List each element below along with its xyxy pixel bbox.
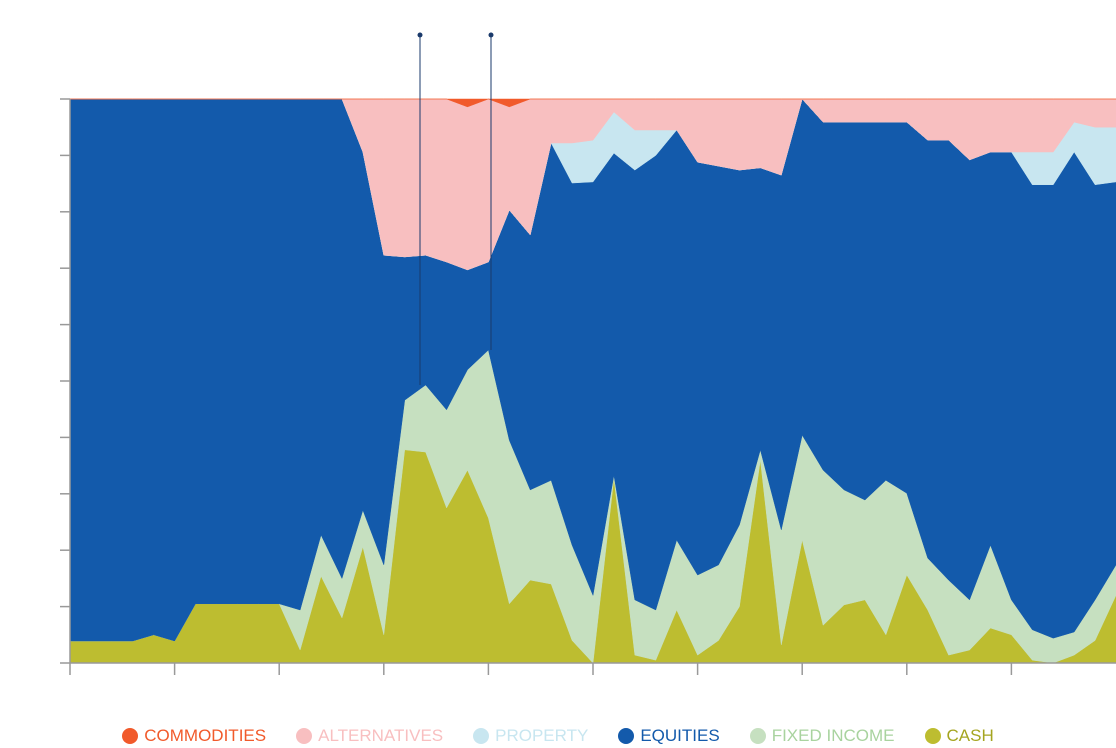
- legend: COMMODITIES ALTERNATIVES PROPERTY EQUITIES F…: [0, 726, 1116, 746]
- areas: [69, 98, 1116, 664]
- legend-item: CASH: [924, 726, 994, 746]
- legend-marker: [618, 728, 635, 744]
- legend-item: FIXED INCOME: [749, 726, 895, 746]
- axes: [60, 98, 1116, 675]
- legend-label: CASH: [946, 726, 994, 745]
- legend-item: EQUITIES: [618, 726, 720, 746]
- chart: [60, 32, 1116, 675]
- annotation-dot: [488, 32, 494, 38]
- legend-item: ALTERNATIVES: [296, 726, 443, 746]
- legend-label: FIXED INCOME: [771, 726, 895, 745]
- legend-marker: [296, 728, 313, 744]
- legend-marker: [924, 728, 941, 744]
- legend-item: COMMODITIES: [122, 726, 266, 746]
- legend-marker: [473, 728, 490, 744]
- legend-marker: [122, 728, 139, 744]
- legend-label: EQUITIES: [640, 726, 720, 745]
- legend-label: PROPERTY: [495, 726, 589, 745]
- legend-item: PROPERTY: [473, 726, 588, 746]
- legend-label: ALTERNATIVES: [318, 726, 444, 745]
- annotation-dot: [417, 32, 423, 38]
- area: [70, 98, 1116, 108]
- legend-label: COMMODITIES: [144, 726, 267, 745]
- legend-marker: [749, 728, 766, 744]
